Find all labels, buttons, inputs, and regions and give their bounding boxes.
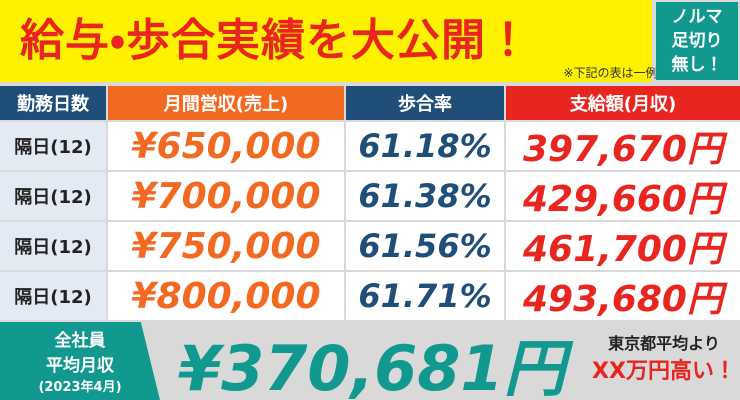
table-cell: ¥700,000: [108, 172, 344, 220]
title: 給与・歩合実績を大公開！: [20, 15, 531, 66]
badge: ノルマ 足切り 無し！: [656, 2, 738, 80]
title-band: [0, 0, 652, 82]
column-header: 歩合率: [346, 86, 504, 120]
column-header: 月間営収(売上): [108, 86, 344, 120]
table-cell: 461,700円: [506, 222, 740, 270]
average-amount: ¥370,681円: [178, 332, 566, 400]
table-cell: ¥650,000: [108, 122, 344, 170]
table-cell: 隔日(12): [0, 172, 106, 220]
comparison: 東京都平均より XX万円高い！: [590, 330, 738, 386]
table-cell: 493,680円: [506, 272, 740, 320]
column-header: 勤務日数: [0, 86, 106, 120]
comparison-line: XX万円高い！: [592, 359, 736, 384]
table-cell: ¥750,000: [108, 222, 344, 270]
footer-label-line: 全社員: [54, 331, 106, 351]
comparison-line: 東京都平均より: [608, 334, 720, 353]
badge-line: 足切り: [671, 31, 723, 51]
table-cell: 61.56%: [346, 222, 504, 270]
table-cell: 61.18%: [346, 122, 504, 170]
table-cell: 隔日(12): [0, 272, 106, 320]
table-cell: 隔日(12): [0, 222, 106, 270]
column-header: 支給額(月収): [506, 86, 740, 120]
table-cell: 429,660円: [506, 172, 740, 220]
badge-line: 無し！: [671, 55, 723, 75]
table-cell: 61.71%: [346, 272, 504, 320]
table-cell: 61.38%: [346, 172, 504, 220]
table-cell: ¥800,000: [108, 272, 344, 320]
badge-line: ノルマ: [671, 7, 723, 27]
footer-label: 全社員 平均月収 (2023年4月): [0, 322, 160, 400]
footer-label-line: 平均月収: [46, 356, 114, 376]
footer-label-line: (2023年4月): [38, 380, 122, 395]
table-cell: 397,670円: [506, 122, 740, 170]
table-cell: 隔日(12): [0, 122, 106, 170]
